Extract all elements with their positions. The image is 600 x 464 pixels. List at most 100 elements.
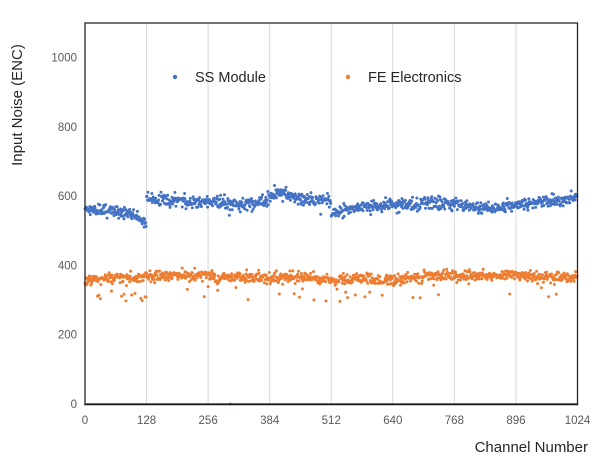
data-point [535, 269, 539, 273]
data-point [432, 283, 436, 287]
x-tick-label: 1024 [565, 415, 591, 427]
data-point [108, 273, 111, 276]
data-point [406, 206, 410, 209]
data-point [554, 292, 558, 296]
data-point [325, 191, 329, 195]
data-point [157, 193, 161, 197]
data-point [188, 196, 192, 200]
data-point [296, 202, 300, 206]
data-point [276, 276, 280, 280]
data-point [399, 283, 402, 287]
data-point [375, 202, 379, 206]
data-point [124, 299, 128, 303]
data-point [240, 201, 244, 205]
data-point [415, 196, 419, 200]
data-point [122, 209, 125, 212]
data-point [126, 215, 130, 219]
data-point [120, 294, 124, 298]
data-point [99, 283, 103, 287]
data-point [490, 278, 494, 282]
x-tick-label: 384 [260, 415, 280, 427]
data-point [110, 273, 114, 277]
data-point [96, 212, 100, 216]
data-point [369, 272, 373, 276]
data-point [410, 199, 414, 203]
data-point [522, 207, 526, 211]
data-point [508, 292, 512, 296]
data-point [426, 198, 430, 202]
data-point [274, 269, 278, 273]
data-point [241, 196, 245, 200]
data-point [124, 284, 128, 288]
data-point [371, 208, 375, 212]
data-point [365, 208, 369, 212]
data-point [122, 217, 126, 221]
data-point [526, 279, 529, 283]
legend-label-ss-module: SS Module [195, 70, 266, 86]
data-point [486, 275, 490, 279]
data-point [172, 200, 176, 203]
data-point [299, 198, 302, 202]
data-point [269, 279, 273, 283]
data-point [346, 296, 350, 300]
y-axis-title: Input Noise (ENC) [9, 44, 26, 166]
data-point [312, 298, 316, 302]
data-point [120, 210, 124, 214]
data-point [450, 209, 454, 213]
data-point [243, 203, 247, 207]
data-point [112, 279, 116, 282]
data-point [326, 276, 330, 280]
data-point [443, 207, 447, 211]
data-point [463, 274, 466, 278]
data-point [320, 201, 324, 205]
data-point [557, 199, 561, 203]
data-point [183, 197, 187, 201]
data-point [223, 200, 227, 204]
data-point [403, 198, 407, 202]
data-point [98, 203, 102, 207]
data-point [554, 277, 558, 281]
data-point [311, 195, 314, 199]
data-point [420, 279, 424, 283]
data-point [416, 272, 420, 276]
data-point [243, 207, 247, 211]
gridlines [146, 23, 578, 404]
data-point [265, 282, 269, 286]
data-point [324, 299, 328, 303]
data-point [345, 273, 349, 277]
data-point [303, 201, 307, 205]
data-point [570, 274, 574, 278]
data-point [442, 268, 446, 272]
data-point [524, 198, 528, 202]
data-point [531, 206, 535, 210]
data-point [430, 195, 434, 199]
data-point [167, 279, 171, 283]
data-point [349, 210, 352, 214]
x-tick-label: 0 [82, 415, 88, 427]
data-point [419, 197, 423, 201]
data-point [414, 279, 418, 283]
data-point [262, 281, 266, 285]
data-point [128, 280, 132, 284]
data-point [436, 199, 439, 203]
data-point [309, 271, 313, 275]
data-point [90, 281, 94, 285]
data-point [88, 213, 92, 217]
data-point [281, 199, 285, 203]
data-point [340, 281, 344, 285]
data-point [249, 197, 253, 201]
data-point [569, 279, 573, 283]
data-point [413, 272, 416, 276]
data-point [288, 198, 292, 202]
data-point [141, 279, 145, 282]
data-point [455, 208, 459, 212]
data-point [305, 193, 309, 196]
data-point [150, 201, 154, 204]
data-point [273, 271, 277, 275]
data-point [340, 274, 344, 278]
data-point [453, 276, 457, 280]
data-point [568, 201, 572, 205]
data-point [549, 281, 553, 285]
data-point [534, 205, 538, 209]
